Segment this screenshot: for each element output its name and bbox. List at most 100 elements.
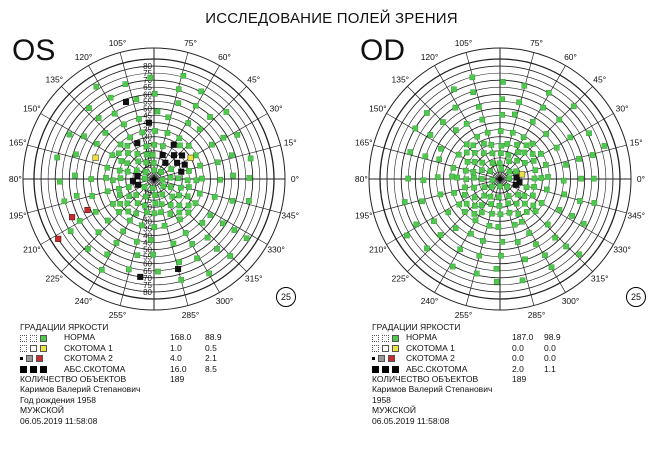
stimulus-normal <box>104 251 110 258</box>
os-gradations-title: ГРАДАЦИИ ЯРКОСТИ <box>20 322 109 332</box>
stimulus-normal <box>134 200 141 206</box>
angle-label: 150° <box>369 104 387 114</box>
stimulus-normal <box>193 177 200 184</box>
stimulus-absolute <box>129 177 136 184</box>
stimulus-normal <box>530 192 536 199</box>
stimulus-normal <box>499 96 506 102</box>
stimulus-normal <box>513 168 519 175</box>
ring-label: 20 <box>143 203 152 212</box>
stimulus-normal <box>495 224 502 230</box>
angle-label: 120° <box>75 52 93 62</box>
stimulus-normal <box>498 166 505 172</box>
stimulus-normal <box>220 134 227 141</box>
stimulus-normal <box>487 168 494 175</box>
stimulus-normal <box>434 174 441 180</box>
stimulus-normal <box>563 243 569 250</box>
stimulus-normal <box>121 121 127 128</box>
stimulus-absolute <box>178 168 185 175</box>
angle-label: 135° <box>392 74 410 84</box>
stimulus-normal <box>470 89 476 96</box>
stimulus-normal <box>530 202 537 209</box>
ring-label: 80 <box>143 288 152 297</box>
stimulus-normal <box>544 186 550 193</box>
angle-label: 240° <box>75 296 93 306</box>
stimulus-normal <box>451 190 457 196</box>
stimulus-normal <box>125 150 131 156</box>
stimulus-normal <box>230 172 236 179</box>
stimulus-normal <box>133 210 140 217</box>
stimulus-normal <box>590 175 597 182</box>
stimulus-normal <box>499 239 506 245</box>
stimulus-absolute <box>174 159 181 166</box>
stimulus-normal <box>207 114 213 120</box>
os-patient-name: Каримов Валерий Степанович <box>20 384 141 395</box>
stimulus-normal <box>229 152 235 159</box>
stimulus-normal <box>93 83 100 90</box>
os-visual-field-chart: 0° 15° 30° 45° 60° 75° 105° 120° 135° 150° 165° 180… <box>9 38 299 320</box>
stimulus-absolute <box>134 140 141 147</box>
stimulus-normal <box>471 184 477 191</box>
stimulus-normal <box>133 96 140 103</box>
stimulus-normal <box>196 126 203 133</box>
stimulus-normal <box>197 162 203 169</box>
stimulus-normal <box>67 228 74 234</box>
stimulus-normal <box>158 169 164 175</box>
stimulus-normal <box>462 208 468 215</box>
stimulus-normal <box>580 220 587 227</box>
stimulus-normal <box>543 131 549 137</box>
os-eye-label: OS <box>12 34 56 67</box>
stimulus-normal <box>514 141 520 148</box>
stimulus-normal <box>176 135 183 142</box>
stimulus-normal <box>431 218 437 225</box>
angle-label: 255° <box>455 310 473 320</box>
stimulus-normal <box>424 245 430 252</box>
stimulus-scotoma2 <box>69 214 76 221</box>
stimulus-normal <box>570 103 577 110</box>
stimulus-normal <box>521 83 528 89</box>
stimulus-normal <box>182 230 189 236</box>
stimulus-normal <box>500 79 506 85</box>
stimulus-normal <box>532 167 539 173</box>
stimulus-normal <box>463 176 470 183</box>
stimulus-normal <box>243 235 250 242</box>
stimulus-normal <box>116 150 122 157</box>
stimulus-normal <box>124 200 131 207</box>
stimulus-normal <box>504 141 511 147</box>
stimulus-absolute <box>179 152 186 159</box>
stimulus-normal <box>199 175 205 182</box>
stimulus-normal <box>401 199 408 205</box>
stimulus-normal <box>147 74 154 81</box>
stimulus-normal <box>164 130 171 136</box>
angle-label: 150° <box>23 104 41 114</box>
stimulus-normal <box>413 221 420 228</box>
stimulus-normal <box>422 153 429 160</box>
angle-label: 60° <box>218 52 231 62</box>
stimulus-normal <box>407 149 414 155</box>
stimulus-normal <box>234 132 241 138</box>
stimulus-normal <box>487 193 494 200</box>
angle-label: 105° <box>455 38 473 48</box>
stimulus-normal <box>438 145 444 152</box>
stimulus-normal <box>211 194 218 200</box>
stimulus-normal <box>437 232 444 238</box>
stimulus-normal <box>515 191 521 198</box>
stimulus-normal <box>493 266 500 272</box>
od-gradations-title: ГРАДАЦИИ ЯРКОСТИ <box>372 322 461 332</box>
stimulus-normal <box>419 198 425 205</box>
stimulus-normal <box>450 165 457 171</box>
stimulus-normal <box>481 184 488 190</box>
stimulus-normal <box>113 240 120 246</box>
stimulus-normal <box>521 149 528 156</box>
stimulus-normal <box>474 133 481 140</box>
stimulus-normal <box>529 118 536 125</box>
stimulus-normal <box>217 176 224 183</box>
ring-label: 60 <box>143 260 152 269</box>
stimulus-normal <box>495 194 502 200</box>
stimulus-normal <box>246 175 253 181</box>
stimulus-normal <box>143 193 149 200</box>
stimulus-normal <box>94 140 100 147</box>
angle-label: 120° <box>421 52 439 62</box>
stimulus-normal <box>489 210 495 217</box>
stimulus-normal <box>155 268 161 275</box>
stimulus-normal <box>480 238 486 244</box>
